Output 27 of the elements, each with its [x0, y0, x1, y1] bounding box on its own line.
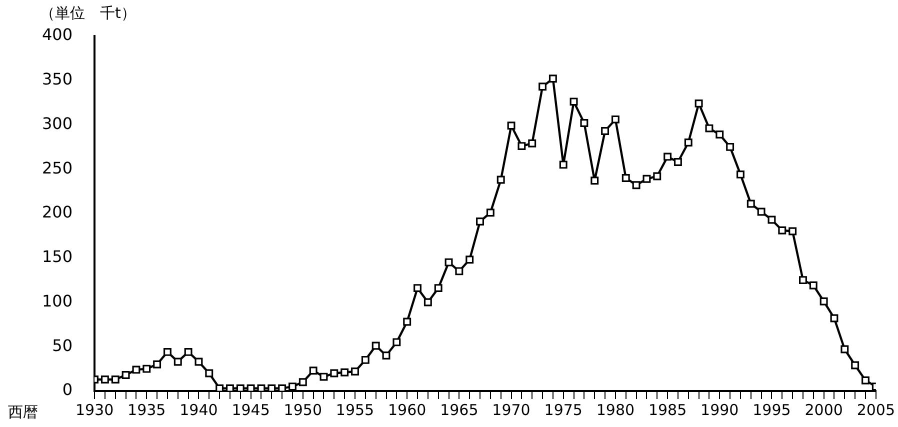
- x-tick-label: 1965: [440, 400, 478, 419]
- x-tick-label: 1960: [388, 400, 426, 419]
- y-tick-label: 200: [42, 202, 73, 222]
- y-tick-label: 250: [42, 158, 73, 178]
- x-tick-label: 1940: [180, 400, 218, 419]
- x-tick-label: 1950: [284, 400, 322, 419]
- y-tick-label: 100: [42, 291, 73, 310]
- y-tick-label: 0: [62, 380, 73, 400]
- x-tick-label: 2000: [804, 400, 843, 419]
- x-tick-label: 1935: [128, 400, 166, 419]
- x-tick-label: 1930: [75, 400, 114, 419]
- y-tick-label: 300: [42, 114, 73, 133]
- y-tick-label: 150: [42, 247, 73, 266]
- x-tick-label: 1945: [232, 400, 270, 419]
- x-tick-label: 1970: [492, 400, 530, 419]
- x-tick-label: 1990: [700, 400, 739, 419]
- y-tick-label: 350: [42, 70, 73, 89]
- x-tick-label: 2005: [856, 400, 896, 419]
- y-tick-label: 50: [52, 336, 73, 355]
- x-tick-label: 1975: [544, 400, 582, 419]
- x-axis-title: 西暦: [8, 403, 38, 422]
- y-axis-title: （単位 千t）: [40, 4, 136, 23]
- y-tick-label: 400: [42, 25, 73, 44]
- x-tick-label: 1955: [336, 400, 374, 419]
- x-tick-label: 1995: [752, 400, 791, 419]
- x-tick-label: 1980: [596, 400, 635, 419]
- x-tick-label: 1985: [648, 400, 687, 419]
